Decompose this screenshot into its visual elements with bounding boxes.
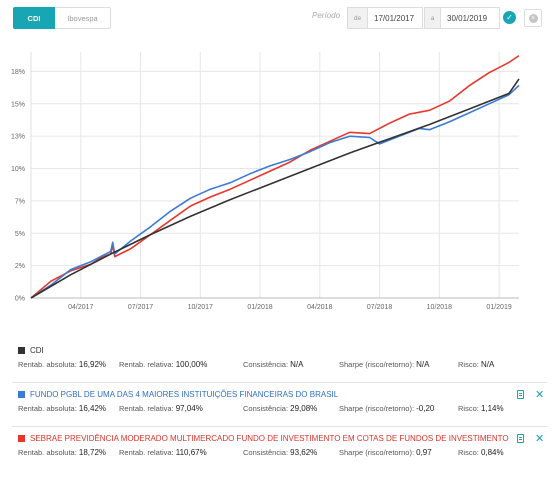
y-tick-label: 15% — [11, 101, 25, 108]
fund-title: SEBRAE PREVIDÊNCIA MODERADO MULTIMERCADO… — [18, 434, 509, 443]
benchmark-tabs: CDI Ibovespa — [13, 7, 111, 29]
stat-consistencia-value: N/A — [290, 360, 304, 369]
stat-rentab-relativa-value: 100,00% — [175, 360, 208, 369]
stat-risco-value: 1,14% — [480, 404, 504, 413]
row-divider — [12, 426, 547, 427]
stat-risco-label: Risco: — [458, 448, 479, 457]
stat-rentab-absoluta-label: Rentab. absoluta: — [18, 448, 77, 457]
stat-rentab-absoluta: Rentab. absoluta: 18,72% — [18, 448, 106, 457]
stat-risco-label: Risco: — [458, 404, 479, 413]
series-line — [30, 54, 520, 299]
date-from-field[interactable]: de 17/01/2017 — [347, 7, 423, 29]
close-icon[interactable]: ✕ — [535, 433, 545, 445]
date-to-prefix: a — [425, 8, 441, 28]
stat-rentab-relativa: Rentab. relativa: 100,00% — [119, 360, 207, 369]
stat-risco-value: 0,84% — [480, 448, 504, 457]
y-tick-label: 10% — [11, 166, 25, 173]
stat-risco: Risco: N/A — [458, 360, 494, 369]
stat-rentab-relativa-label: Rentab. relativa: — [119, 360, 174, 369]
stat-sharpe-value: -0,20 — [416, 404, 435, 413]
chart-grid — [31, 52, 519, 299]
stat-rentab-relativa-label: Rentab. relativa: — [119, 448, 174, 457]
stat-rentab-absoluta-label: Rentab. absoluta: — [18, 404, 77, 413]
fund-row: SEBRAE PREVIDÊNCIA MODERADO MULTIMERCADO… — [12, 426, 547, 474]
series-color-swatch — [18, 391, 25, 398]
stat-risco: Risco: 0,84% — [458, 448, 504, 457]
stat-rentab-relativa-label: Rentab. relativa: — [119, 404, 174, 413]
stat-rentab-absoluta-value: 16,42% — [78, 404, 107, 413]
stat-sharpe-value: N/A — [416, 360, 430, 369]
date-to-field[interactable]: a 30/01/2019 — [424, 7, 500, 29]
date-from-value: 17/01/2017 — [374, 13, 415, 23]
fund-row: CDI Rentab. absoluta: 16,92% Rentab. relat… — [12, 346, 547, 386]
stat-consistencia: Consistência: N/A — [243, 360, 303, 369]
stat-rentab-relativa-value: 97,04% — [175, 404, 203, 413]
x-tick-label: 07/2017 — [128, 304, 153, 311]
stat-consistencia-label: Consistência: — [243, 404, 289, 413]
stat-rentab-absoluta-value: 16,92% — [78, 360, 107, 369]
stat-sharpe-label: Sharpe (risco/retorno): — [339, 448, 415, 457]
x-tick-label: 10/2018 — [427, 304, 452, 311]
date-to-value: 30/01/2019 — [447, 13, 488, 23]
stat-consistencia: Consistência: 93,62% — [243, 448, 317, 457]
stat-rentab-relativa: Rentab. relativa: 97,04% — [119, 404, 203, 413]
x-tick-label: 10/2017 — [188, 304, 213, 311]
stat-consistencia-label: Consistência: — [243, 360, 289, 369]
fund-row: FUNDO PGBL DE UMA DAS 4 MAIORES INSTITUI… — [12, 382, 547, 430]
y-tick-label: 7% — [15, 198, 25, 205]
fund-name: FUNDO PGBL DE UMA DAS 4 MAIORES INSTITUI… — [30, 390, 339, 399]
stat-rentab-relativa: Rentab. relativa: 110,67% — [119, 448, 207, 457]
x-tick-label: 01/2018 — [247, 304, 272, 311]
performance-line-chart: 0% 2% 5% 7% 10% 13% 15% 18% 04/2017 07/2017 10/201… — [11, 52, 520, 311]
document-icon[interactable] — [517, 434, 524, 443]
stat-rentab-absoluta-label: Rentab. absoluta: — [18, 360, 77, 369]
y-tick-label: 5% — [15, 231, 25, 238]
fund-name: CDI — [30, 346, 44, 355]
date-from-prefix: de — [348, 8, 368, 28]
tab-cdi[interactable]: CDI — [13, 7, 55, 29]
stat-rentab-relativa-value: 110,67% — [175, 448, 207, 457]
fund-name: SEBRAE PREVIDÊNCIA MODERADO MULTIMERCADO… — [30, 434, 509, 443]
stat-sharpe: Sharpe (risco/retorno): N/A — [339, 360, 429, 369]
chart-axes: 0% 2% 5% 7% 10% 13% 15% 18% 04/2017 07/2017 10/201… — [11, 52, 519, 311]
clear-period-button[interactable]: × — [524, 9, 542, 27]
series-color-swatch — [18, 435, 25, 442]
stat-risco-label: Risco: — [458, 360, 479, 369]
tab-ibovespa[interactable]: Ibovespa — [55, 7, 111, 29]
stat-rentab-absoluta: Rentab. absoluta: 16,42% — [18, 404, 106, 413]
close-circle-icon: × — [528, 13, 538, 23]
stat-sharpe-value: 0,97 — [416, 448, 432, 457]
stat-consistencia: Consistência: 29,08% — [243, 404, 317, 413]
stat-sharpe: Sharpe (risco/retorno): -0,20 — [339, 404, 434, 413]
stat-sharpe-label: Sharpe (risco/retorno): — [339, 404, 415, 413]
series-line — [30, 78, 520, 299]
stat-risco-value: N/A — [480, 360, 495, 369]
stat-rentab-absoluta-value: 18,72% — [78, 448, 107, 457]
y-tick-label: 0% — [15, 296, 25, 303]
chart-series — [30, 54, 520, 299]
check-circle-icon[interactable]: ✓ — [503, 11, 516, 24]
series-line — [30, 84, 520, 299]
fund-title: FUNDO PGBL DE UMA DAS 4 MAIORES INSTITUI… — [18, 390, 338, 399]
stat-consistencia-value: 29,08% — [290, 404, 318, 413]
row-divider — [12, 382, 547, 383]
y-tick-label: 13% — [11, 134, 25, 141]
y-tick-label: 18% — [11, 69, 25, 76]
stat-rentab-absoluta: Rentab. absoluta: 16,92% — [18, 360, 106, 369]
x-tick-label: 01/2019 — [486, 304, 511, 311]
series-color-swatch — [18, 347, 25, 354]
x-tick-label: 04/2017 — [68, 304, 93, 311]
stat-consistencia-label: Consistência: — [243, 448, 289, 457]
stat-risco: Risco: 1,14% — [458, 404, 504, 413]
document-icon[interactable] — [517, 390, 524, 399]
y-tick-label: 2% — [15, 263, 25, 270]
stat-sharpe: Sharpe (risco/retorno): 0,97 — [339, 448, 432, 457]
x-tick-label: 07/2018 — [367, 304, 392, 311]
stat-sharpe-label: Sharpe (risco/retorno): — [339, 360, 415, 369]
period-label: Período — [312, 11, 341, 20]
stat-consistencia-value: 93,62% — [290, 448, 318, 457]
x-tick-label: 04/2018 — [307, 304, 332, 311]
fund-title: CDI — [18, 346, 44, 355]
close-icon[interactable]: ✕ — [535, 389, 545, 401]
